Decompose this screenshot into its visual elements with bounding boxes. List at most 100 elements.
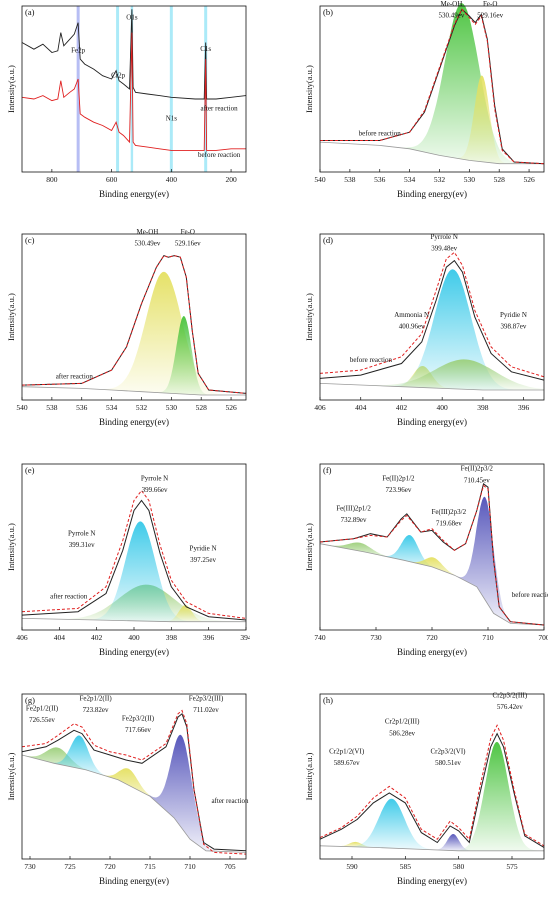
fitted-peak <box>393 3 531 164</box>
peak-annotation: Fe-O <box>483 0 497 8</box>
fitted-peak <box>343 359 544 390</box>
peak-annotation: 580.51ev <box>435 759 461 767</box>
raw-spectrum-line <box>21 712 247 852</box>
xps-panel-h: 590 585 580 575 Binding energy(ev) Intensity(… <box>298 688 548 897</box>
background-line <box>21 618 246 623</box>
x-tick-label: 400 <box>437 403 449 412</box>
x-tick-label: 536 <box>76 403 88 412</box>
fitted-peak <box>340 798 443 851</box>
peak-annotation: Cr2p <box>111 71 126 79</box>
raw-spectrum-line <box>21 499 247 621</box>
peak-annotation: after reaction <box>50 592 88 600</box>
x-tick-label: 200 <box>225 175 237 184</box>
fitted-peak <box>159 605 212 622</box>
x-tick-label: 600 <box>106 175 118 184</box>
peak-annotation: Cr2p3/2(III) <box>493 691 528 699</box>
fitted-peak <box>429 834 477 851</box>
peak-annotation: Fe2p1/2(II) <box>79 695 112 703</box>
peak-annotation: Fe-O <box>181 228 195 236</box>
x-tick-label: 526 <box>225 403 237 412</box>
xps-panel-a: 800 600 400 200 Binding energy(ev) Intensity(… <box>0 0 250 210</box>
x-tick-label: 700 <box>538 633 548 642</box>
peak-annotation: before reaction <box>350 356 393 364</box>
element-band <box>169 6 173 172</box>
x-axis-label: Binding energy(ev) <box>99 189 169 199</box>
peak-annotation: Pyrrole N <box>68 529 95 537</box>
peak-annotation: Me-OH <box>441 0 463 8</box>
plot-frame <box>319 5 545 173</box>
x-tick-label: 404 <box>54 633 66 642</box>
x-tick-label: 398 <box>477 403 489 412</box>
x-tick-label: 532 <box>434 175 446 184</box>
x-axis-label: Binding energy(ev) <box>397 876 467 886</box>
x-axis-label: Binding energy(ev) <box>397 189 467 199</box>
background-line <box>21 386 246 396</box>
peak-annotation: O1s <box>126 13 138 21</box>
chart-d: 406 404 402 400 398 396 Binding energy(ev) Inte… <box>304 233 545 427</box>
panel-label: (f) <box>323 465 332 475</box>
x-tick-label: 536 <box>374 175 386 184</box>
chart-b: 540 538 536 534 532 530 528 526 Binding energy(e… <box>304 0 545 199</box>
peak-annotation: 400.96ev <box>399 323 425 331</box>
peak-annotation: Fe(II)2p3/2 <box>461 465 494 473</box>
plot-frame <box>319 693 545 860</box>
x-tick-label: 538 <box>344 175 356 184</box>
fitted-peak <box>154 316 214 395</box>
x-tick-label: 534 <box>106 403 118 412</box>
background-line <box>319 383 544 391</box>
peak-annotation: C1s <box>200 45 211 53</box>
peak-annotation: N1s <box>166 115 178 123</box>
peak-annotation: Fe2p3/2(III) <box>189 695 224 703</box>
x-tick-label: 710 <box>184 862 196 871</box>
background-line <box>319 543 545 626</box>
background-line <box>319 141 544 165</box>
peak-annotation: Fe(III)2p1/2 <box>336 504 371 512</box>
x-tick-label: 725 <box>64 862 76 871</box>
peak-annotation: 589.67ev <box>334 759 360 767</box>
y-axis-label: Intensity(a.u.) <box>6 65 16 113</box>
peak-annotation: 717.66ev <box>125 726 151 734</box>
plot-frame <box>319 233 545 401</box>
x-tick-label: 540 <box>314 175 326 184</box>
chart-c: 540 538 536 534 532 530 528 526 Binding energy(e… <box>6 228 247 427</box>
peak-annotation: Pyrrole N <box>141 475 168 483</box>
x-tick-label: 530 <box>166 403 178 412</box>
y-axis-label: Intensity(a.u.) <box>304 65 314 113</box>
background-line <box>21 754 247 853</box>
peak-annotation: Cr2p1/2(III) <box>385 718 420 726</box>
peak-annotation: Pyridie N <box>500 311 527 319</box>
x-tick-label: 404 <box>355 403 367 412</box>
peak-annotation: 576.42ev <box>497 703 523 711</box>
x-tick-label: 406 <box>16 633 28 642</box>
spectrum-line <box>21 9 247 100</box>
fitted-peak <box>44 735 115 779</box>
element-band <box>76 6 80 172</box>
peak-annotation: Me-OH <box>137 228 159 236</box>
fit-envelope-line <box>319 484 545 626</box>
x-tick-label: 730 <box>370 633 382 642</box>
x-tick-label: 715 <box>144 862 156 871</box>
peak-annotation: Fe(II)2p1/2 <box>382 475 415 483</box>
x-tick-label: 540 <box>16 403 28 412</box>
peak-annotation: Pyrrole N <box>431 233 458 241</box>
x-tick-label: 705 <box>224 862 236 871</box>
x-tick-label: 585 <box>400 862 412 871</box>
panel-label: (d) <box>323 235 333 245</box>
peak-annotation: Fe2p <box>71 46 86 54</box>
xps-panel-d: 406 404 402 400 398 396 Binding energy(ev) Inte… <box>298 228 548 438</box>
peak-annotation: after reaction <box>201 105 239 113</box>
peak-annotation: before reaction <box>359 129 402 137</box>
peak-annotation: Fe2p3/2(II) <box>122 714 155 722</box>
x-tick-label: 402 <box>91 633 103 642</box>
peak-annotation: 529.16ev <box>175 240 201 248</box>
fitted-peak <box>80 521 201 622</box>
x-tick-label: 526 <box>523 175 535 184</box>
peak-annotation: 530.49ev <box>135 240 161 248</box>
peak-annotation: 723.96ev <box>385 486 411 494</box>
y-axis-label: Intensity(a.u.) <box>6 752 16 800</box>
x-tick-label: 720 <box>104 862 116 871</box>
peak-annotation: 586.28ev <box>389 729 415 737</box>
y-axis-label: Intensity(a.u.) <box>6 293 16 341</box>
fitted-peak <box>449 741 544 851</box>
y-axis-label: Intensity(a.u.) <box>304 523 314 571</box>
